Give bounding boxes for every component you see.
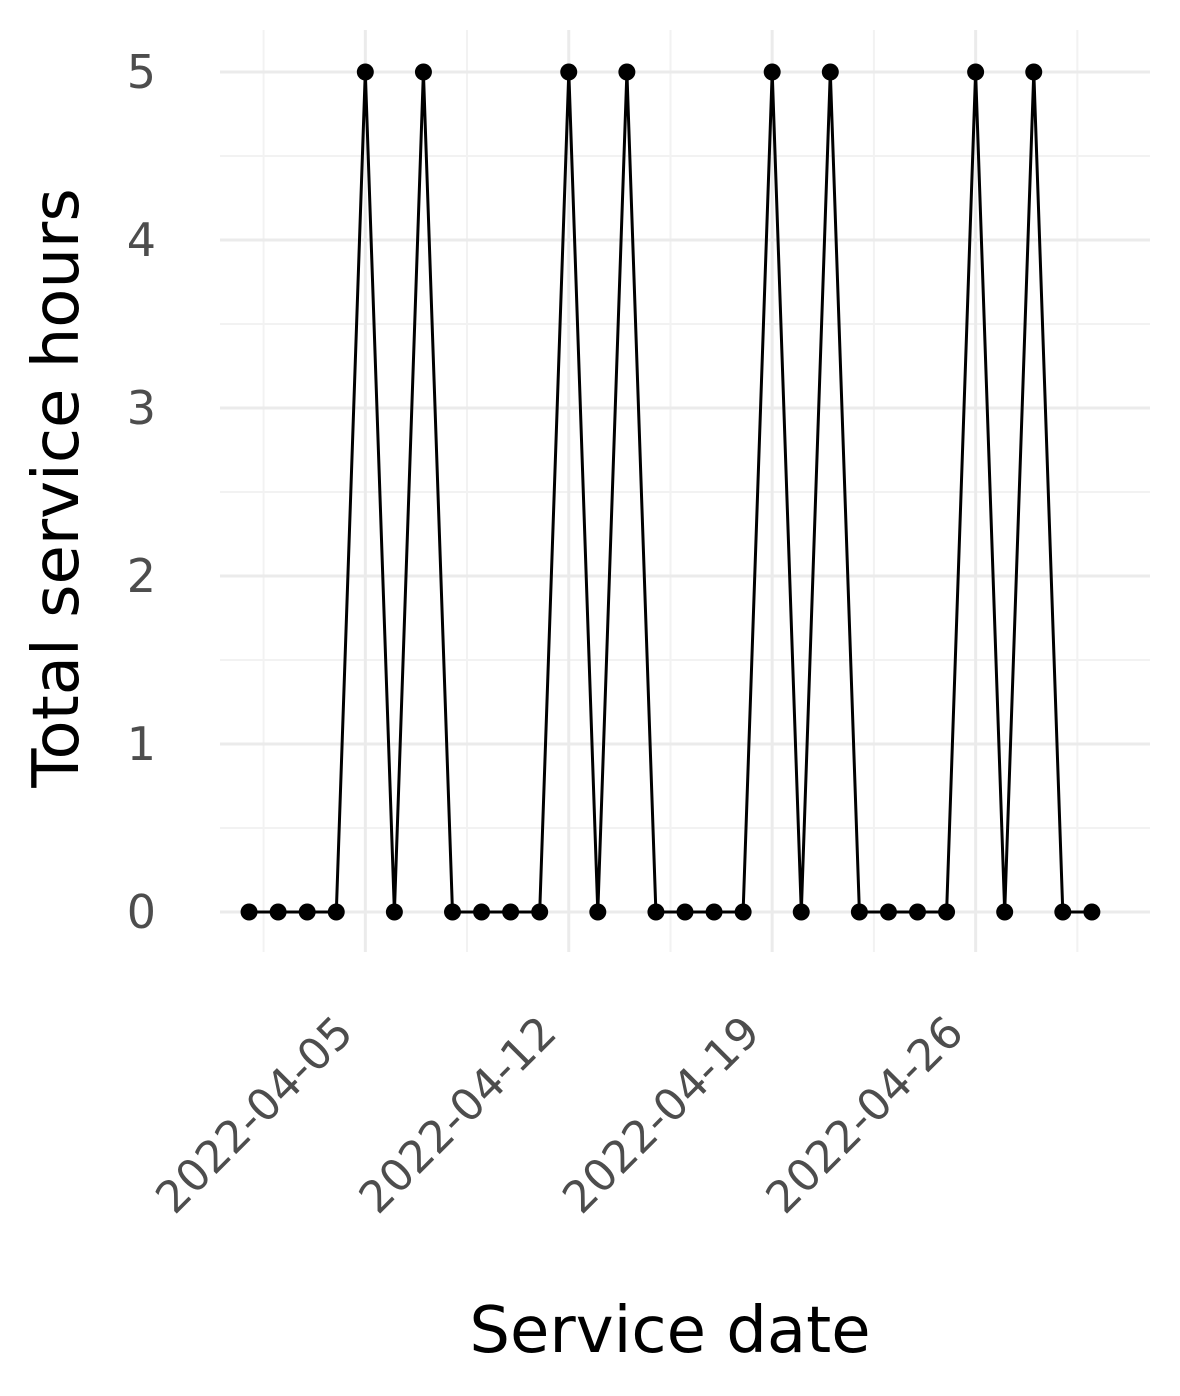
data-point [269,903,287,921]
data-point [240,903,258,921]
data-point [967,63,985,81]
y-tick-label: 2 [127,549,156,603]
x-tick-label: 2022-04-05 [146,1007,363,1224]
data-point [792,903,810,921]
x-tick-label: 2022-04-19 [553,1007,770,1224]
data-point [647,903,665,921]
y-tick-label: 4 [127,213,156,267]
data-point [444,903,461,921]
data-point [502,903,520,921]
data-point [473,903,491,921]
data-point [414,63,432,81]
data-point [327,903,345,921]
data-point [560,63,578,81]
x-axis-title: Service date [469,1294,870,1368]
y-tick-label: 1 [127,717,156,771]
data-point [1025,63,1043,81]
data-point [734,903,752,921]
data-point [618,63,636,81]
series-line-group [249,70,1092,914]
y-tick-label: 5 [127,45,156,99]
data-point [531,903,549,921]
minor-gridlines [220,30,1150,952]
data-point [850,903,868,921]
data-point [996,903,1014,921]
series-line [249,70,1092,914]
data-point [763,63,781,81]
data-point [385,903,403,921]
data-point [298,903,316,921]
data-point [879,903,897,921]
major-gridlines [220,30,1150,952]
data-point [676,903,694,921]
data-point [909,903,926,921]
data-point [938,903,956,921]
y-axis-title: Total service hours [20,188,94,788]
data-point [1054,903,1072,921]
data-point [589,903,607,921]
data-point [356,63,374,81]
series-points-group [240,63,1101,921]
data-point [1083,903,1101,921]
y-axis-ticks: 0 1 2 3 4 5 [127,45,156,939]
x-tick-label: 2022-04-12 [350,1007,567,1224]
y-tick-label: 3 [127,381,156,435]
data-point [821,63,839,81]
x-tick-label: 2022-04-26 [757,1007,974,1224]
data-point [705,903,723,921]
y-tick-label: 0 [127,885,156,939]
